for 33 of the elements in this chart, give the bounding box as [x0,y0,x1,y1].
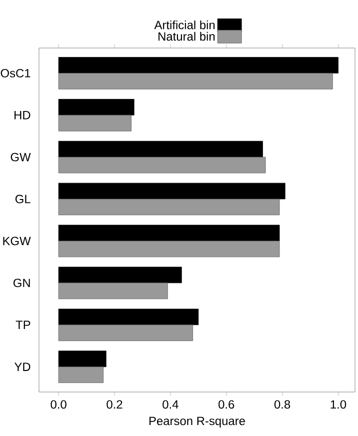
x-tick-label: 0.8 [274,400,290,409]
legend-label: Natural bin [158,32,215,41]
bar [58,240,280,258]
bar [58,156,266,174]
y-tick-label: OsC1 [0,68,30,78]
y-tick-label: GL [15,194,30,204]
y-tick-label: YD [14,362,30,371]
y-tick-label: TP [16,320,30,329]
y-tick-label: GW [10,152,31,162]
y-tick-label: HD [14,111,30,120]
bar [58,282,168,300]
x-axis-title: Pearson R-square [149,416,245,428]
bar [58,114,132,132]
bar [58,308,199,326]
bar [58,57,338,74]
y-tick-label: KGW [3,236,31,246]
bar [58,72,333,90]
x-tick-label: 0.4 [162,400,178,409]
bar [58,366,104,383]
bar [58,350,106,368]
legend-label: Artificial bin [154,20,215,30]
x-tick-label: 0.6 [218,400,234,409]
bar [58,224,280,242]
bar [58,266,182,284]
x-tick-label: 0.2 [106,400,122,409]
bar [58,140,263,158]
y-tick-label: GN [13,278,30,288]
x-tick-label: 0.0 [50,400,66,409]
bar [58,98,134,116]
bar [58,324,194,342]
x-tick-label: 1.0 [330,400,346,409]
bar [58,182,286,200]
bar [58,198,280,216]
